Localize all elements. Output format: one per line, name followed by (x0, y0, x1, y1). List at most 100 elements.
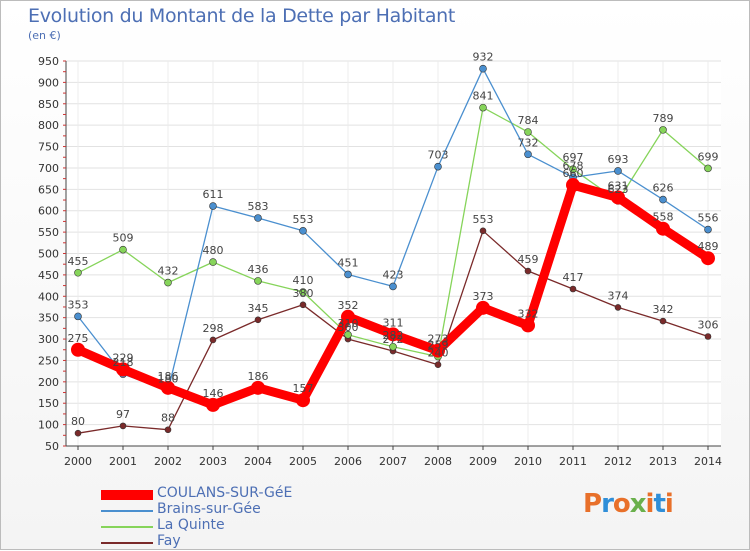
data-label: 583 (248, 200, 269, 213)
x-tick-label: 2007 (379, 455, 407, 468)
data-label: 417 (563, 271, 584, 284)
logo-letter: r (601, 489, 614, 519)
data-label: 932 (473, 51, 494, 64)
data-label: 146 (203, 387, 224, 400)
data-point (209, 336, 217, 344)
y-tick-label: 100 (38, 419, 59, 432)
data-label: 784 (518, 114, 539, 127)
x-tick-label: 2012 (604, 455, 632, 468)
data-point (74, 268, 82, 277)
data-point (74, 429, 82, 437)
x-tick-label: 2009 (469, 455, 497, 468)
data-label: 306 (698, 318, 719, 331)
data-label: 626 (653, 182, 674, 195)
data-point (524, 128, 532, 136)
data-point (479, 103, 487, 112)
y-tick-label: 350 (38, 312, 59, 325)
legend-label: Fay (157, 533, 181, 549)
data-point (341, 309, 355, 324)
x-tick-label: 2004 (244, 455, 272, 468)
data-label: 345 (248, 302, 269, 315)
y-tick-label: 150 (38, 397, 59, 410)
x-tick-label: 2013 (649, 455, 677, 468)
data-label: 342 (653, 303, 674, 316)
x-tick-label: 2014 (694, 455, 722, 468)
data-label: 311 (383, 316, 404, 329)
data-point (389, 342, 397, 351)
data-label: 352 (338, 299, 359, 312)
chart-title: Evolution du Montant de la Dette par Hab… (28, 5, 456, 27)
data-label: 80 (71, 415, 85, 428)
logo-letter: t (653, 489, 665, 519)
data-point (116, 362, 130, 377)
data-label: 480 (203, 244, 224, 257)
data-label: 841 (473, 90, 494, 103)
data-point (479, 64, 487, 73)
y-tick-label: 800 (38, 119, 59, 132)
data-label: 432 (158, 265, 179, 278)
x-tick-label: 2005 (289, 455, 317, 468)
data-point (524, 267, 532, 275)
proxiti-logo: Proxiti (583, 489, 674, 519)
legend-swatch (101, 542, 153, 544)
logo-letter: o (612, 489, 631, 519)
data-point (386, 327, 400, 342)
data-label: 374 (608, 289, 629, 302)
logo-letter: P (583, 489, 602, 519)
legend-label: COULANS-SUR-GéE (157, 485, 293, 501)
data-label: 97 (116, 408, 130, 421)
y-tick-label: 200 (38, 376, 59, 389)
data-label: 275 (68, 332, 89, 345)
data-point (119, 245, 127, 254)
chart-subtitle: (en €) (28, 29, 61, 42)
data-point (344, 330, 352, 339)
y-tick-label: 700 (38, 162, 59, 175)
y-tick-label: 900 (38, 76, 59, 89)
y-tick-label: 750 (38, 141, 59, 154)
data-point (479, 227, 487, 235)
data-label: 455 (68, 255, 89, 268)
data-point (299, 227, 307, 235)
data-point (524, 150, 532, 159)
data-label: 423 (383, 268, 404, 281)
legend-label: La Quinte (157, 517, 225, 533)
y-tick-label: 600 (38, 205, 59, 218)
data-point (251, 380, 265, 395)
data-point (206, 397, 220, 412)
legend-label: Brains-sur-Gée (157, 501, 261, 517)
x-tick-label: 2006 (334, 455, 362, 468)
data-label: 699 (698, 150, 719, 163)
data-point (254, 316, 262, 324)
data-point (566, 178, 580, 193)
data-point (704, 333, 712, 340)
data-point (704, 164, 712, 173)
data-label: 678 (563, 159, 584, 172)
y-tick-label: 850 (38, 98, 59, 111)
data-point (164, 426, 172, 434)
data-label: 410 (293, 274, 314, 287)
x-tick-label: 2000 (64, 455, 92, 468)
data-label: 611 (203, 188, 224, 201)
data-label: 273 (428, 333, 449, 346)
y-tick-label: 450 (38, 269, 59, 282)
data-label: 186 (248, 370, 269, 383)
x-tick-label: 2002 (154, 455, 182, 468)
y-tick-label: 50 (45, 440, 59, 453)
data-point (299, 301, 307, 309)
data-point (71, 342, 85, 357)
data-point (344, 270, 352, 279)
logo-letter: i (664, 489, 674, 519)
data-label: 623 (608, 183, 629, 196)
y-tick-label: 500 (38, 248, 59, 261)
x-tick-label: 2011 (559, 455, 587, 468)
data-point (209, 202, 217, 210)
data-point (569, 165, 577, 174)
data-point (569, 285, 577, 293)
data-point (614, 304, 622, 311)
data-point (659, 126, 667, 134)
y-tick-label: 400 (38, 290, 59, 303)
data-point (389, 282, 397, 291)
data-label: 218 (113, 356, 134, 369)
y-tick-label: 250 (38, 354, 59, 367)
